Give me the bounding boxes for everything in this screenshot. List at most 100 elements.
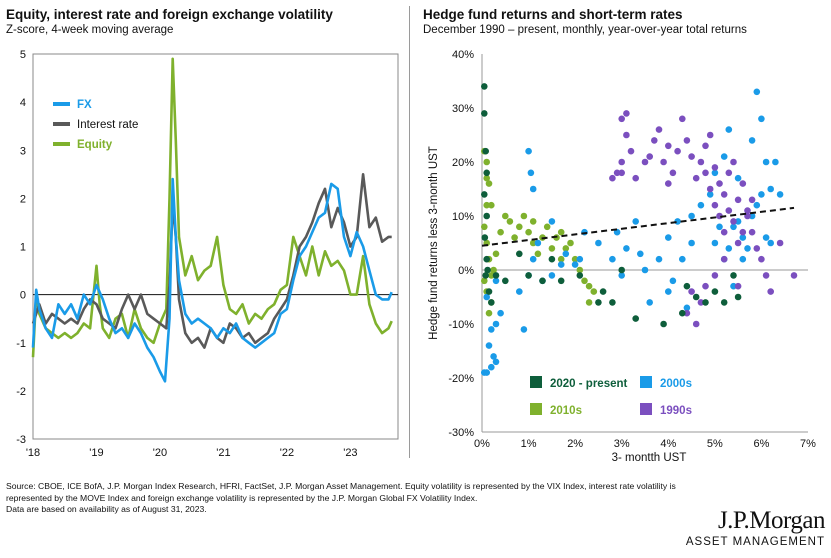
scatter-point [711,272,719,279]
scatter-point [758,115,765,123]
scatter-point [702,142,709,150]
scatter-point [488,201,495,209]
scatter-point [576,255,584,263]
scatter-point [595,239,602,247]
scatter-point [529,185,537,193]
left-y-tick-label: -1 [16,338,26,350]
left-y-tick-label: -2 [16,386,26,398]
scatter-point [739,255,747,263]
scatter-point [660,158,667,166]
scatter-point [739,180,747,187]
scatter-point [618,266,625,274]
scatter-point [711,239,719,247]
scatter-point [711,164,719,171]
left-x-tick-label: '19 [89,447,103,459]
scatter-point [618,272,625,279]
scatter-point [706,185,714,193]
scatter-point [706,131,714,139]
left-plot-frame [32,53,399,440]
scatter-point [492,272,500,279]
scatter-point [692,320,700,328]
scatter-point [651,137,658,144]
scatter-point [646,153,653,160]
trendline [481,206,795,247]
right-legend-swatch [530,403,542,415]
scatter-point [730,282,737,290]
scatter-point [748,196,756,204]
scatter-point [734,239,742,247]
scatter-point [623,110,630,117]
scatter-point [720,255,728,263]
left-legend-label: FX [77,99,92,111]
source-note: Source: CBOE, ICE BofA, J.P. Morgan Inde… [6,481,706,516]
scatter-point [692,174,700,182]
scatter-point [609,255,616,263]
scatter-point [492,250,500,258]
scatter-point [567,239,574,247]
scatter-point [525,147,532,155]
scatter-point [529,239,537,247]
scatter-point [483,201,491,209]
scatter-point [697,201,705,209]
right-legend-label: 1990s [660,405,692,417]
right-legend-swatch [640,376,652,388]
scatter-point [609,174,616,182]
scatter-point [483,255,491,263]
scatter-point [716,180,723,187]
scatter-point [520,212,528,220]
scatter-point [527,169,535,177]
source-text: Source: CBOE, ICE BofA, J.P. Morgan Inde… [6,481,676,503]
scatter-point [483,212,491,220]
right-x-tick-label: 4% [660,438,676,450]
scatter-point [720,228,728,236]
scatter-point [655,255,663,263]
scatter-point [776,191,784,198]
scatter-point [481,223,488,231]
scatter-point [623,245,630,252]
scatter-point [492,358,500,366]
left-y-tick-label: 4 [20,97,26,109]
scatter-point [483,169,491,177]
scatter-point [776,239,784,247]
scatter-point [711,201,719,209]
scatter-point [539,277,546,285]
scatter-point [646,299,653,306]
right-x-tick-label: 7% [800,438,816,450]
scatter-point [571,261,579,268]
scatter-point [692,293,700,301]
scatter-point [520,326,528,333]
scatter-point [748,228,756,236]
scatter-point [481,191,488,198]
scatter-point [683,309,691,317]
scatter-point [548,218,556,225]
scatter-point [590,288,598,295]
left-y-tick-label: 0 [20,290,26,302]
scatter-point [688,153,695,160]
left-y-tick-label: 3 [20,145,26,157]
scatter-point [674,147,681,155]
right-x-tick-label: 3% [614,438,630,450]
scatter-point [725,245,733,252]
scatter-point [490,266,497,274]
scatter-point [576,266,584,274]
scatter-point [683,282,691,290]
left-legend-label: Interest rate [77,119,138,131]
scatter-point [762,158,770,166]
logo-wordmark: J.P.Morgan [717,507,826,534]
scatter-point [688,288,695,295]
panel-divider [409,6,410,458]
scatter-point [762,272,770,279]
scatter-point [632,315,639,322]
scatter-point [660,320,667,328]
scatter-point [576,272,584,279]
scatter-point [557,277,565,285]
scatter-point [734,293,742,301]
left-series-line-equity [31,57,393,358]
scatter-point [683,137,691,144]
right-y-tick-label: -30% [448,427,474,439]
scatter-point [762,234,770,241]
scatter-point [492,320,500,328]
left-chart-title: Equity, interest rate and foreign exchan… [6,7,333,22]
scatter-point [485,309,493,317]
scatter-point [525,228,532,236]
